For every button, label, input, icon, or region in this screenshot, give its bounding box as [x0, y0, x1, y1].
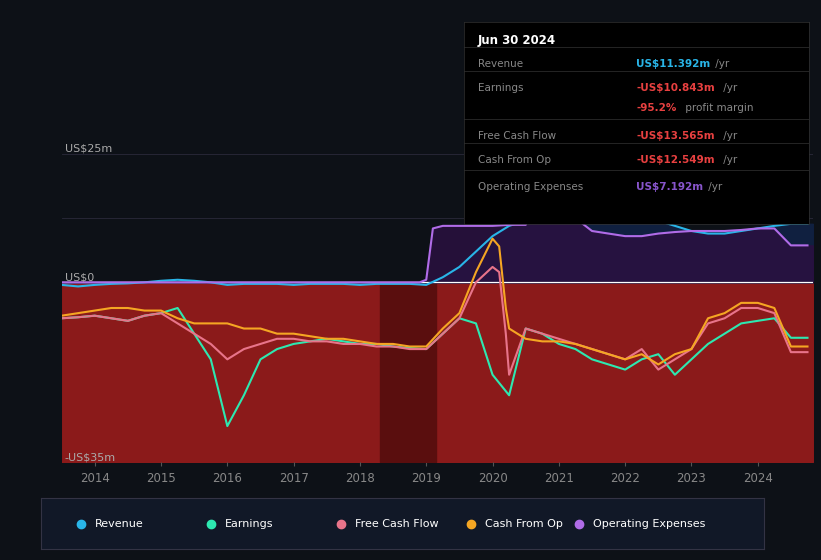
Text: US$11.392m: US$11.392m — [636, 59, 710, 69]
Text: Earnings: Earnings — [478, 83, 523, 93]
Text: Cash From Op: Cash From Op — [484, 519, 562, 529]
Text: US$7.192m: US$7.192m — [636, 181, 704, 192]
Text: /yr: /yr — [720, 83, 737, 93]
Text: Earnings: Earnings — [225, 519, 273, 529]
Text: US$0: US$0 — [65, 272, 94, 282]
Text: Operating Expenses: Operating Expenses — [478, 181, 583, 192]
Text: Revenue: Revenue — [94, 519, 143, 529]
Text: profit margin: profit margin — [681, 103, 754, 113]
Text: Free Cash Flow: Free Cash Flow — [355, 519, 438, 529]
Text: Revenue: Revenue — [478, 59, 523, 69]
Text: Jun 30 2024: Jun 30 2024 — [478, 35, 556, 48]
Text: US$25m: US$25m — [65, 144, 112, 154]
Text: /yr: /yr — [712, 59, 729, 69]
Text: -95.2%: -95.2% — [636, 103, 677, 113]
Text: /yr: /yr — [720, 131, 737, 141]
Text: Cash From Op: Cash From Op — [478, 156, 551, 165]
Text: -US$10.843m: -US$10.843m — [636, 83, 715, 93]
Text: -US$13.565m: -US$13.565m — [636, 131, 715, 141]
Text: /yr: /yr — [704, 181, 722, 192]
Text: Operating Expenses: Operating Expenses — [593, 519, 705, 529]
Text: -US$12.549m: -US$12.549m — [636, 156, 715, 165]
Text: /yr: /yr — [720, 156, 737, 165]
Text: Free Cash Flow: Free Cash Flow — [478, 131, 556, 141]
Text: -US$35m: -US$35m — [65, 452, 116, 462]
